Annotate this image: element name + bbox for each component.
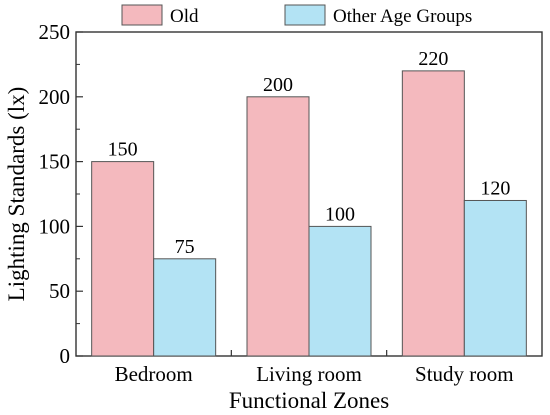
legend-swatch-1: [284, 4, 326, 26]
bar-other-2: [463, 199, 527, 357]
legend: Old Other Age Groups: [121, 4, 472, 27]
data-label: 200: [263, 74, 293, 96]
x-tick-label: Living room: [256, 362, 362, 386]
y-tick-label: 200: [39, 85, 71, 109]
y-tick-label: 150: [39, 150, 71, 174]
bar-old-1: [246, 96, 310, 357]
plot-area: 0 50 100 150 200 250 150 75 Bedroom 200 100 Living …: [39, 20, 543, 386]
bar-old-0: [91, 161, 155, 357]
legend-label-0: Old: [170, 6, 199, 27]
y-axis-title: Lighting Standards (lx): [4, 87, 29, 302]
y-tick-label: 0: [60, 344, 71, 368]
data-label: 100: [325, 203, 355, 225]
data-label: 150: [108, 139, 138, 161]
x-tick-label: Study room: [415, 362, 514, 386]
y-tick-label: 50: [49, 279, 70, 303]
x-axis-title: Functional Zones: [229, 388, 389, 413]
y-tick-label: 250: [39, 20, 71, 44]
legend-swatch-0: [121, 4, 163, 26]
x-tick-label: Bedroom: [115, 362, 193, 386]
bar-other-0: [153, 258, 217, 357]
data-label: 220: [418, 48, 448, 70]
bar-other-1: [308, 225, 372, 357]
bar-old-2: [401, 70, 465, 357]
data-label: 120: [480, 177, 510, 199]
y-tick-label: 100: [39, 214, 71, 238]
data-label: 75: [175, 236, 195, 258]
legend-label-1: Other Age Groups: [333, 6, 472, 27]
